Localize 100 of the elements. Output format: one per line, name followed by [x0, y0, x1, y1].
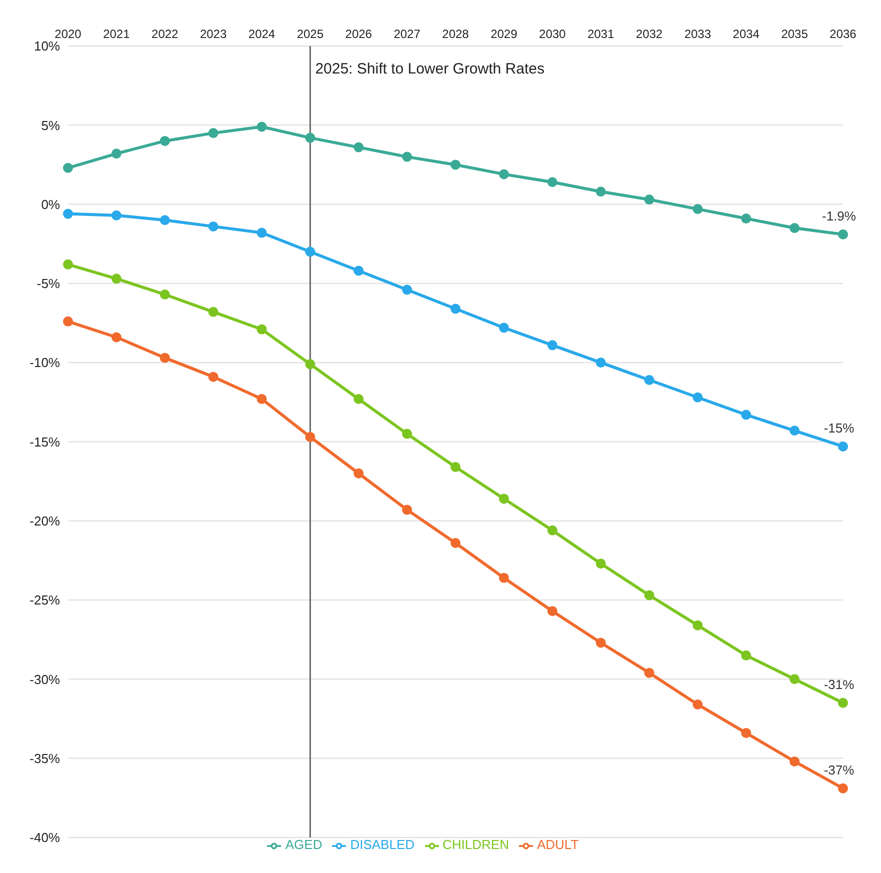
point [498, 494, 509, 504]
y-tick-label: -25% [30, 592, 60, 608]
y-tick-label: -40% [30, 830, 60, 846]
data-label: -37% [824, 762, 855, 778]
point [838, 441, 848, 452]
point [63, 162, 73, 173]
point [838, 229, 848, 240]
x-tick-label: 2021 [103, 27, 130, 41]
x-tick-label: 2036 [830, 27, 857, 41]
point [547, 525, 558, 536]
point [692, 392, 703, 402]
x-tick-label: 2034 [732, 27, 760, 41]
x-tick-label: 2028 [442, 27, 470, 41]
point [208, 306, 218, 317]
point [741, 410, 752, 420]
legend-label: ADULT [536, 837, 579, 852]
point [256, 122, 267, 132]
x-tick-label: 2029 [490, 27, 518, 41]
x-tick-label: 2023 [200, 27, 227, 41]
y-tick-label: 5% [41, 118, 60, 133]
point [790, 223, 800, 234]
point [644, 668, 654, 678]
point [547, 340, 558, 350]
point [644, 374, 654, 385]
x-tick-label: 2030 [539, 27, 566, 41]
legend-label: CHILDREN [442, 837, 509, 852]
point [402, 284, 412, 295]
point [741, 214, 752, 224]
point [256, 228, 267, 238]
point [692, 620, 703, 630]
point [160, 215, 170, 226]
point [450, 304, 460, 314]
point [354, 266, 364, 276]
point [305, 132, 316, 143]
point [208, 221, 218, 232]
point [208, 372, 218, 382]
point [547, 177, 558, 188]
point [741, 650, 752, 660]
point [63, 208, 73, 219]
x-tick-label: 2024 [248, 27, 276, 41]
point [450, 462, 460, 472]
point [596, 186, 606, 197]
point [790, 756, 800, 766]
point [596, 358, 606, 368]
point [644, 590, 654, 600]
legend-label: AGED [285, 837, 322, 852]
y-tick-label: -15% [30, 434, 60, 450]
point [498, 322, 509, 333]
point [305, 359, 316, 370]
ref-line-label: 2025: Shift to Lower Growth Rates [315, 60, 544, 78]
point [160, 136, 170, 146]
x-tick-label: 2022 [152, 27, 179, 41]
point [402, 504, 412, 515]
point [838, 698, 848, 708]
x-tick-label: 2035 [781, 27, 808, 41]
point [160, 352, 170, 363]
x-tick-label: 2026 [345, 27, 372, 41]
point [111, 148, 122, 159]
y-tick-label: -30% [30, 672, 60, 687]
point [596, 638, 606, 648]
point [692, 699, 703, 710]
y-tick-label: 0% [41, 196, 60, 212]
point [790, 426, 800, 436]
point [63, 316, 73, 326]
data-label: -31% [824, 676, 855, 692]
y-tick-label: 10% [34, 38, 60, 54]
point [208, 128, 218, 138]
point [354, 468, 364, 478]
x-tick-label: 2020 [54, 27, 82, 41]
x-tick-label: 2025 [296, 27, 324, 41]
point [838, 783, 848, 794]
y-tick-label: -5% [36, 276, 60, 292]
y-tick-label: -10% [30, 355, 60, 370]
point [498, 169, 509, 180]
point [450, 538, 460, 548]
x-tick-label: 2032 [636, 27, 663, 41]
point [644, 194, 654, 205]
x-tick-label: 2031 [587, 27, 614, 41]
point [305, 246, 316, 257]
point [63, 259, 73, 270]
point [305, 432, 316, 442]
point [256, 324, 267, 334]
point [498, 572, 509, 583]
legend-label: DISABLED [350, 837, 415, 852]
x-tick-label: 2027 [394, 27, 421, 41]
point [160, 290, 170, 300]
point [256, 394, 267, 404]
point [111, 274, 122, 284]
y-tick-label: -20% [30, 513, 60, 528]
data-label: -15% [824, 420, 855, 436]
point [741, 728, 752, 738]
point [111, 332, 122, 342]
point [547, 606, 558, 616]
point [354, 142, 364, 152]
point [402, 428, 412, 439]
point [596, 558, 606, 569]
point [450, 160, 460, 170]
point [402, 152, 412, 162]
point [692, 204, 703, 214]
point [354, 394, 364, 404]
